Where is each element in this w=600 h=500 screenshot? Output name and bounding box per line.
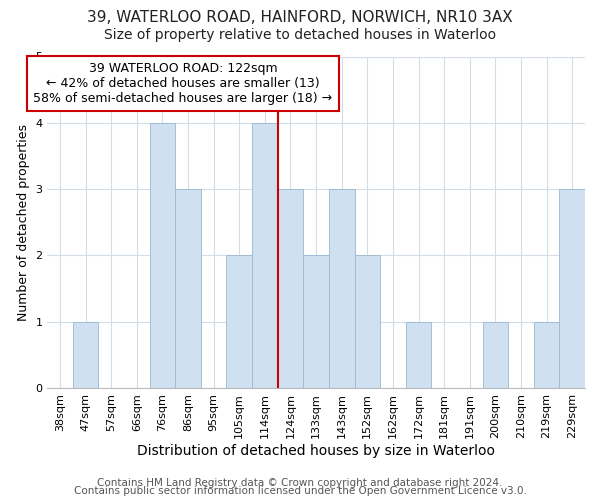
Text: Contains HM Land Registry data © Crown copyright and database right 2024.: Contains HM Land Registry data © Crown c…: [97, 478, 503, 488]
Bar: [355, 256, 380, 388]
Bar: [73, 322, 98, 388]
Bar: [406, 322, 431, 388]
Bar: [175, 189, 201, 388]
Text: 39, WATERLOO ROAD, HAINFORD, NORWICH, NR10 3AX: 39, WATERLOO ROAD, HAINFORD, NORWICH, NR…: [87, 10, 513, 25]
Text: 39 WATERLOO ROAD: 122sqm
← 42% of detached houses are smaller (13)
58% of semi-d: 39 WATERLOO ROAD: 122sqm ← 42% of detach…: [34, 62, 332, 105]
Bar: [149, 123, 175, 388]
Bar: [278, 189, 303, 388]
Text: Size of property relative to detached houses in Waterloo: Size of property relative to detached ho…: [104, 28, 496, 42]
Bar: [226, 256, 252, 388]
Y-axis label: Number of detached properties: Number of detached properties: [17, 124, 29, 320]
X-axis label: Distribution of detached houses by size in Waterloo: Distribution of detached houses by size …: [137, 444, 495, 458]
Bar: [534, 322, 559, 388]
Bar: [329, 189, 355, 388]
Text: Contains public sector information licensed under the Open Government Licence v3: Contains public sector information licen…: [74, 486, 526, 496]
Bar: [482, 322, 508, 388]
Bar: [559, 189, 585, 388]
Bar: [252, 123, 278, 388]
Bar: [303, 256, 329, 388]
